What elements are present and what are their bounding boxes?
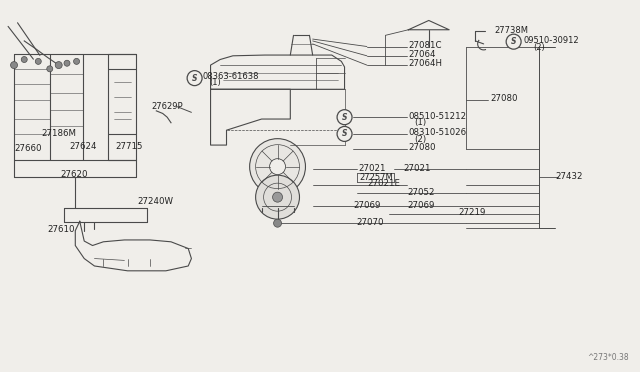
Text: 27257M: 27257M — [359, 173, 393, 182]
Circle shape — [337, 110, 352, 125]
Text: 27219: 27219 — [458, 208, 486, 217]
Circle shape — [273, 219, 282, 227]
Circle shape — [255, 175, 300, 219]
Text: 08310-51026: 08310-51026 — [408, 128, 467, 137]
Circle shape — [64, 60, 70, 66]
Circle shape — [10, 62, 17, 68]
Text: (2): (2) — [532, 43, 545, 52]
Text: S: S — [342, 129, 348, 138]
Text: 08510-51212: 08510-51212 — [408, 112, 467, 121]
Text: 27620: 27620 — [61, 170, 88, 179]
Text: 27432: 27432 — [555, 172, 582, 181]
Circle shape — [74, 58, 79, 64]
Text: S: S — [511, 37, 516, 46]
Circle shape — [21, 57, 28, 62]
Text: 27070: 27070 — [356, 218, 383, 227]
Text: S: S — [342, 113, 348, 122]
Circle shape — [337, 126, 352, 141]
Circle shape — [35, 58, 41, 64]
Text: S: S — [192, 74, 197, 83]
Text: 27064: 27064 — [408, 50, 436, 59]
Circle shape — [273, 192, 282, 202]
Text: 08363-61638: 08363-61638 — [203, 72, 259, 81]
Circle shape — [47, 66, 52, 72]
Text: 27064H: 27064H — [408, 60, 442, 68]
Text: 27660: 27660 — [14, 144, 42, 153]
Text: (1): (1) — [209, 78, 221, 87]
Text: 27240W: 27240W — [137, 197, 173, 206]
Text: 27021E: 27021E — [367, 179, 400, 188]
Text: (2): (2) — [415, 135, 427, 144]
Text: 27069: 27069 — [407, 201, 435, 210]
Circle shape — [55, 62, 62, 68]
Text: 27021: 27021 — [403, 164, 431, 173]
Text: 27080: 27080 — [408, 143, 436, 152]
Text: 27080: 27080 — [490, 94, 518, 103]
Text: 27052: 27052 — [407, 188, 435, 197]
Text: (1): (1) — [415, 118, 427, 127]
Text: 27610: 27610 — [48, 225, 76, 234]
Circle shape — [269, 158, 285, 175]
Circle shape — [250, 139, 305, 195]
Text: 27624: 27624 — [69, 142, 97, 151]
Text: 27081C: 27081C — [408, 41, 442, 50]
Text: ^273*0.38: ^273*0.38 — [587, 353, 628, 362]
Text: 27186M: 27186M — [42, 129, 76, 138]
Text: 27021: 27021 — [358, 164, 386, 173]
Text: 27069: 27069 — [353, 201, 381, 210]
Text: 27715: 27715 — [115, 142, 143, 151]
Text: 27629P: 27629P — [152, 102, 184, 111]
Text: 09510-30912: 09510-30912 — [524, 36, 579, 45]
Text: 27738M: 27738M — [495, 26, 529, 35]
Circle shape — [187, 71, 202, 86]
Circle shape — [506, 34, 521, 49]
